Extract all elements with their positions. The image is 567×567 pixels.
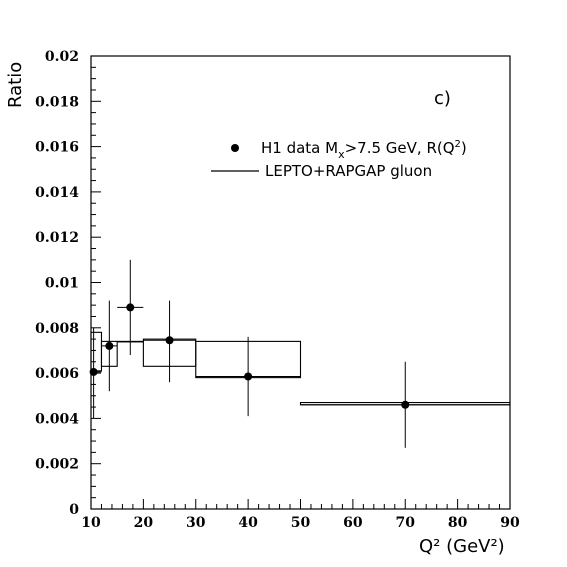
x-tick-label: 80 [448, 515, 468, 531]
x-tick-label: 50 [291, 515, 311, 531]
y-tick-label: 0.014 [35, 185, 79, 201]
x-tick-label: 40 [238, 515, 258, 531]
y-axis-title: Ratio [5, 62, 26, 108]
y-tick-label: 0.002 [35, 457, 79, 473]
legend: H1 data Mx>7.5 GeV, R(Q2) LEPTO+RAPGAP g… [211, 139, 467, 180]
y-tick-label: 0 [69, 502, 79, 518]
x-tick-label: 30 [186, 515, 206, 531]
y-tick-label: 0.016 [35, 140, 79, 156]
panel-label: c) [434, 88, 451, 109]
y-tick-label: 0.008 [35, 321, 79, 337]
data-point [244, 372, 253, 381]
x-tick-label: 70 [396, 515, 416, 531]
legend-data-marker [231, 144, 239, 152]
data-point [105, 341, 114, 350]
data-point [165, 336, 174, 345]
data-point [126, 303, 135, 312]
legend-data-label: H1 data Mx>7.5 GeV, R(Q2) [261, 139, 467, 161]
x-tick-label: 20 [134, 515, 154, 531]
model-band-bin [90, 331, 103, 372]
data-point [401, 400, 410, 409]
y-tick-label: 0.02 [45, 49, 79, 65]
x-axis-title: Q² (GeV²) [419, 536, 505, 557]
x-tick-label: 60 [343, 515, 363, 531]
data-point [89, 367, 98, 376]
legend-model-label: LEPTO+RAPGAP gluon [265, 162, 432, 180]
y-tick-label: 0.012 [35, 230, 79, 246]
plot-frame [90, 55, 511, 510]
x-tick-label: 90 [500, 515, 520, 531]
x-tick-label: 10 [81, 515, 101, 531]
y-tick-label: 0.018 [35, 94, 79, 110]
y-tick-label: 0.004 [35, 411, 79, 427]
y-tick-label: 0.006 [35, 366, 79, 382]
y-tick-label: 0.01 [45, 276, 79, 292]
